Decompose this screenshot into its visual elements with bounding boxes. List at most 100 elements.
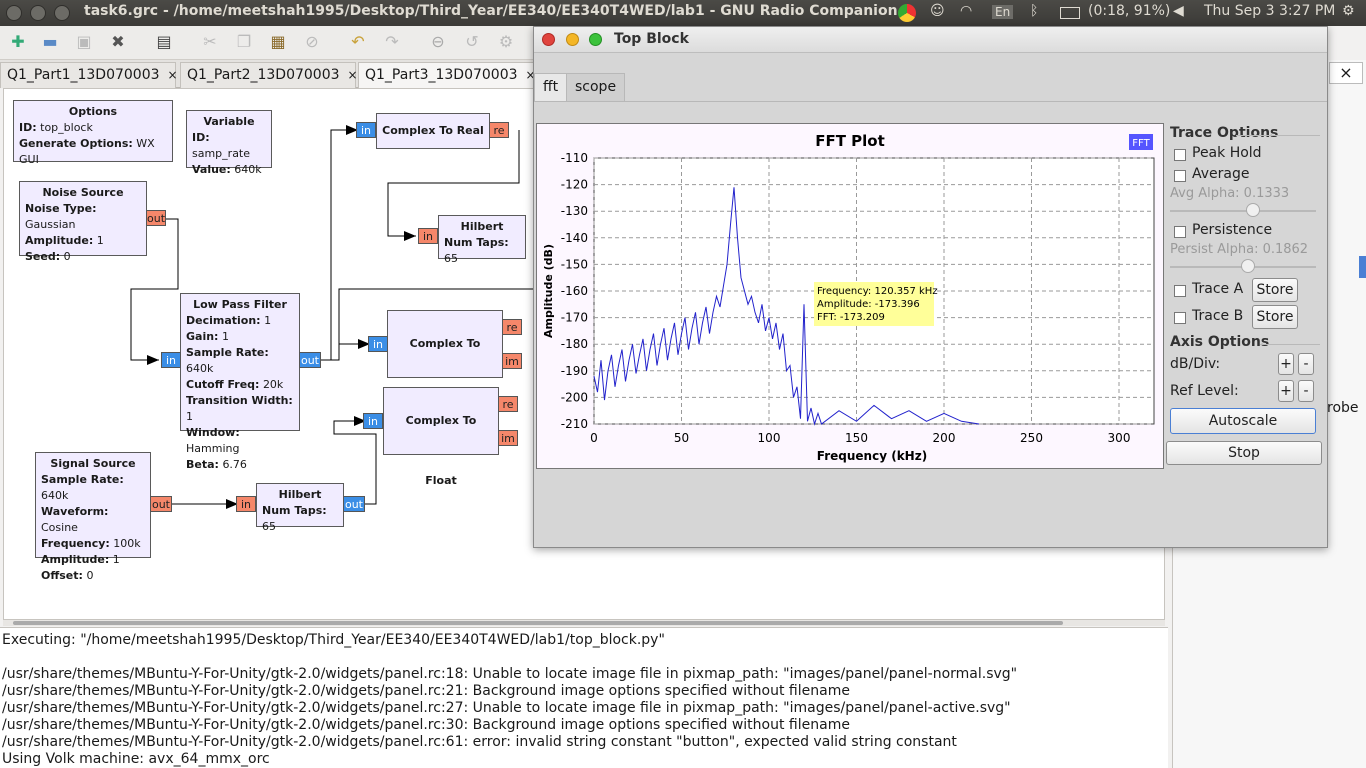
c2f2-re-port[interactable]: re <box>498 396 518 412</box>
close-window-button[interactable] <box>6 5 22 21</box>
tab-q1-part3[interactable]: Q1_Part3_13D070003 × <box>358 62 536 88</box>
trace-b-checkbox[interactable] <box>1174 312 1186 324</box>
c2f1-im-port[interactable]: im <box>502 353 522 369</box>
persist-alpha-slider-knob[interactable] <box>1240 259 1255 273</box>
signal-source-block[interactable]: Signal Source Sample Rate: 640k Waveform… <box>35 452 151 582</box>
new-file-icon[interactable]: ✚ <box>11 32 25 51</box>
stop-button[interactable]: Stop <box>1166 441 1322 465</box>
tooltip-box <box>814 282 934 326</box>
volume-icon[interactable]: ◀ <box>1173 3 1184 19</box>
trace-a-store-button[interactable]: Store <box>1252 278 1298 302</box>
block-title: Low Pass Filter <box>193 298 287 311</box>
db-div-label: dB/Div: <box>1170 356 1221 372</box>
system-top-bar: task6.grc - /home/meetshah1995/Desktop/T… <box>0 0 1366 26</box>
tooltip-frequency: Frequency: 120.357 kHz <box>817 286 938 297</box>
disable-block-icon[interactable]: ⊖ <box>431 32 445 51</box>
canvas-horizontal-scrollbar[interactable] <box>3 620 1165 626</box>
tab-close-icon[interactable]: × <box>347 68 358 82</box>
signal-out-port[interactable]: out <box>150 496 172 512</box>
chrome-icon[interactable] <box>898 4 916 22</box>
console-line: /usr/share/themes/MBuntu-Y-For-Unity/gtk… <box>2 734 957 750</box>
tab-q1-part2[interactable]: Q1_Part2_13D070003 × <box>180 62 358 88</box>
tab-close-icon[interactable]: × <box>525 68 536 82</box>
peak-hold-checkbox[interactable] <box>1174 149 1186 161</box>
tab-fft[interactable]: fft <box>534 73 568 101</box>
keyboard-layout-indicator[interactable]: En <box>992 5 1014 19</box>
battery-status[interactable]: (0:18, 91%) <box>1088 3 1171 19</box>
ref-level-plus-button[interactable]: + <box>1278 380 1294 402</box>
rotate-icon[interactable]: ↺ <box>465 32 479 51</box>
options-block[interactable]: Options ID: top_block Generate Options: … <box>13 100 173 166</box>
param-value: 1 <box>96 234 104 247</box>
db-div-minus-button[interactable]: - <box>1298 353 1314 375</box>
bluetooth-icon[interactable]: ᛒ <box>1030 3 1039 19</box>
trace-a-checkbox[interactable] <box>1174 285 1186 297</box>
scrollbar-thumb[interactable] <box>13 621 1063 625</box>
maximize-window-button[interactable] <box>589 33 602 46</box>
lpf-in-port[interactable]: in <box>161 352 181 368</box>
trace-b-store-button[interactable]: Store <box>1252 305 1298 329</box>
noise-out-port[interactable]: out <box>146 210 166 226</box>
minimize-window-button[interactable] <box>566 33 579 46</box>
legend-label: FFT <box>1132 138 1150 149</box>
lpf-out-port[interactable]: out <box>299 352 321 368</box>
redo-icon[interactable]: ↷ <box>385 32 399 51</box>
close-icon[interactable]: ✖ <box>111 32 125 51</box>
c2r-re-port[interactable]: re <box>489 122 509 138</box>
fft-plot[interactable]: -110 -120 -130 -140 -150 -160 -170 -180 -190 -200… <box>536 123 1164 469</box>
complex-to-real-block[interactable]: Complex To Real <box>376 113 490 149</box>
cut-icon[interactable]: ✂ <box>203 32 217 51</box>
complex-to-float-block-1[interactable]: Complex To Float <box>387 310 503 410</box>
noise-source-block[interactable]: Noise Source Noise Type: Gaussian Amplit… <box>19 181 147 263</box>
hilbert2-out-port[interactable]: out <box>343 496 365 512</box>
complex-to-float-block-2[interactable]: Complex To Float <box>383 387 499 487</box>
param-key: Decimation: <box>186 314 261 327</box>
block-title: Complex To Real <box>382 124 484 137</box>
battery-icon[interactable] <box>1060 7 1080 19</box>
block-library-item[interactable]: robe <box>1327 400 1359 416</box>
paste-icon[interactable]: ▦ <box>270 32 286 51</box>
close-window-button[interactable] <box>542 33 555 46</box>
tab-close-icon[interactable]: × <box>167 68 178 82</box>
c2r-in-port[interactable]: in <box>356 122 376 138</box>
print-icon[interactable]: ▤ <box>156 32 172 51</box>
hilbert2-in-port[interactable]: in <box>236 496 256 512</box>
hilbert-block-1[interactable]: Hilbert Num Taps: 65 <box>438 215 526 265</box>
c2f1-in-port[interactable]: in <box>368 336 388 352</box>
chat-icon[interactable]: ☺ <box>930 3 945 19</box>
minimize-window-button[interactable] <box>30 5 46 21</box>
hilbert-block-2[interactable]: Hilbert Num Taps: 65 <box>256 483 344 533</box>
persistence-checkbox[interactable] <box>1174 226 1186 238</box>
document-tabs: Q1_Part1_13D070003 × Q1_Part2_13D070003 × … <box>0 60 540 88</box>
copy-icon[interactable]: ❐ <box>236 32 252 51</box>
undo-icon[interactable]: ↶ <box>351 32 365 51</box>
clock[interactable]: Thu Sep 3 3:27 PM <box>1204 3 1336 19</box>
panel-close-icon[interactable]: × <box>1329 62 1363 84</box>
variable-block[interactable]: Variable ID: samp_rate Value: 640k <box>186 110 272 176</box>
y-tick-label: -160 <box>561 284 588 298</box>
generate-icon[interactable]: ⚙ <box>498 32 514 51</box>
average-checkbox[interactable] <box>1174 170 1186 182</box>
gear-icon[interactable]: ⚙ <box>1342 3 1355 19</box>
maximize-window-button[interactable] <box>54 5 70 21</box>
ref-level-minus-button[interactable]: - <box>1298 380 1314 402</box>
db-div-plus-button[interactable]: + <box>1278 353 1294 375</box>
open-folder-icon[interactable]: ▬ <box>42 32 58 51</box>
avg-alpha-slider-track[interactable] <box>1170 210 1316 212</box>
persist-alpha-label: Persist Alpha: 0.1862 <box>1170 242 1309 257</box>
avg-alpha-slider-knob[interactable] <box>1246 203 1261 217</box>
chart-title: FFT Plot <box>815 132 885 150</box>
c2f2-im-port[interactable]: im <box>498 430 518 446</box>
delete-icon[interactable]: ⊘ <box>305 32 319 51</box>
low-pass-filter-block[interactable]: Low Pass Filter Decimation: 1 Gain: 1 Sa… <box>180 293 300 471</box>
hilbert1-in-port[interactable]: in <box>418 228 438 244</box>
wifi-icon[interactable]: ◠ <box>960 3 973 19</box>
toolbar: ✚ ▬ ▣ ✖ ▤ ✂ ❐ ▦ ⊘ ↶ ↷ ⊖ ↺ ⚙ <box>0 26 540 60</box>
tab-scope[interactable]: scope <box>566 73 626 101</box>
tab-q1-part1[interactable]: Q1_Part1_13D070003 × <box>0 62 178 88</box>
autoscale-button[interactable]: Autoscale <box>1170 408 1316 434</box>
c2f1-re-port[interactable]: re <box>502 319 522 335</box>
tooltip-amplitude: Amplitude: -173.396 <box>817 299 920 310</box>
save-icon[interactable]: ▣ <box>76 32 92 51</box>
c2f2-in-port[interactable]: in <box>363 413 383 429</box>
